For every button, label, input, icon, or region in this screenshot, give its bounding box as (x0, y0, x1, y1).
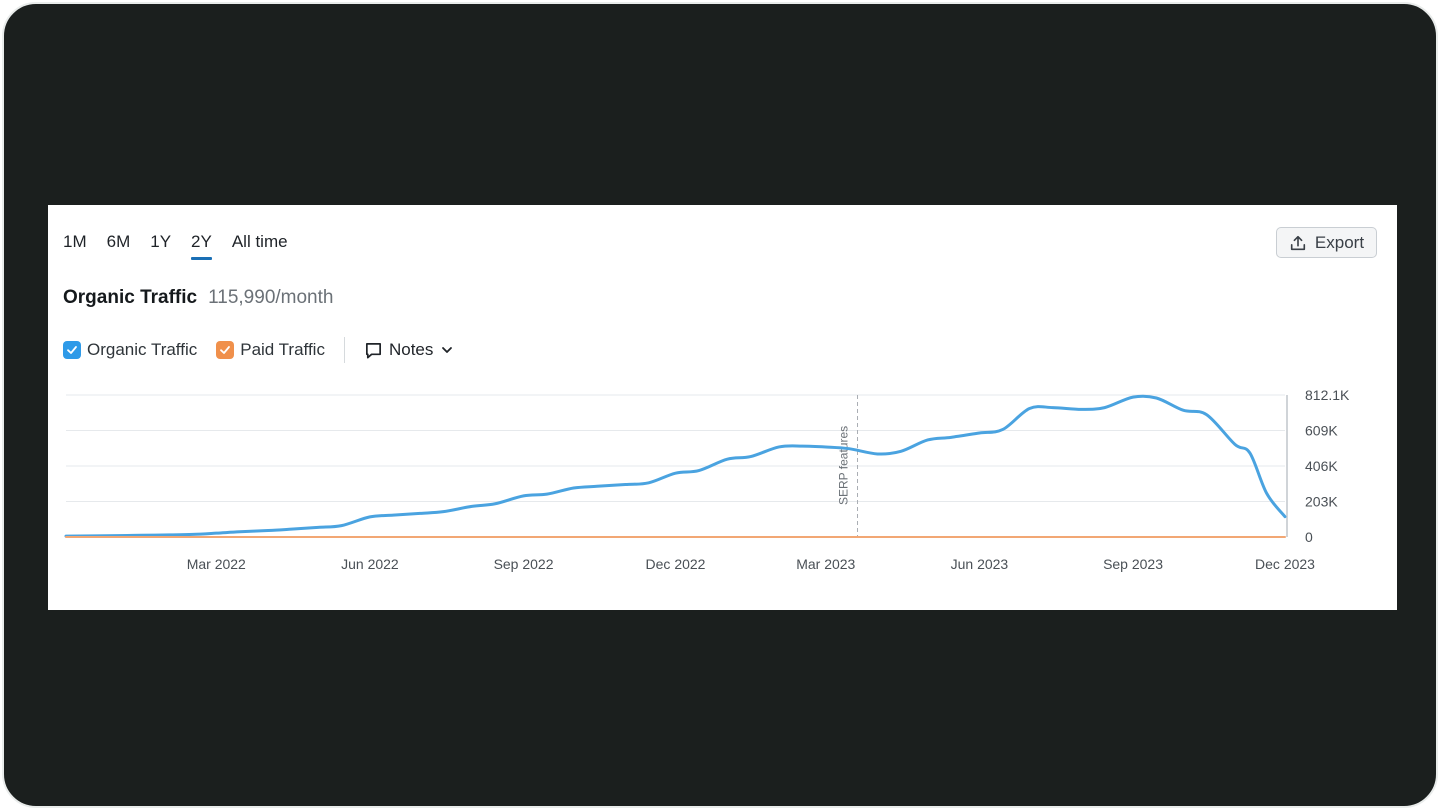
x-tick-label: Dec 2023 (1255, 556, 1315, 572)
x-tick-label: Dec 2022 (646, 556, 706, 572)
legend-divider (343, 337, 345, 363)
period-1y[interactable]: 1Y (150, 232, 172, 251)
y-tick-label: 609K (1305, 423, 1338, 439)
export-icon (1290, 235, 1306, 250)
chart-title: Organic Traffic (63, 287, 198, 308)
x-tick-label: Sep 2022 (494, 556, 554, 572)
x-tick-label: Mar 2022 (187, 556, 246, 572)
check-icon (67, 346, 77, 354)
y-tick-label: 203K (1305, 494, 1338, 510)
period-2y[interactable]: 2Y (191, 232, 212, 260)
notes-label: Notes (388, 340, 434, 359)
legend-organic-traffic[interactable]: Organic Traffic (63, 340, 197, 360)
notes-dropdown[interactable]: Notes (364, 340, 453, 360)
y-tick-label: 0 (1305, 529, 1313, 545)
comment-icon (365, 342, 381, 358)
chevron-down-icon (442, 347, 453, 353)
legend-label-organic: Organic Traffic (87, 340, 198, 359)
annotation-label: SERP features (837, 426, 851, 505)
x-tick-label: Mar 2023 (796, 556, 855, 572)
legend-paid-traffic[interactable]: Paid Traffic (216, 340, 325, 360)
legend: Organic Traffic Paid Traffic Notes (63, 337, 453, 363)
traffic-panel: 1M 6M 1Y 2Y All time Export Organic Traf… (48, 205, 1397, 610)
title-row: Organic Traffic 115,990/month (63, 287, 333, 309)
x-tick-label: Jun 2023 (951, 556, 1009, 572)
paid-checkbox[interactable] (216, 341, 235, 359)
organic-checkbox[interactable] (63, 341, 81, 359)
check-icon (220, 346, 231, 354)
organic-traffic-line (64, 394, 1287, 538)
y-tick-label: 406K (1305, 458, 1338, 474)
period-1m[interactable]: 1M (63, 232, 87, 251)
legend-label-paid: Paid Traffic (240, 340, 325, 359)
period-selector: 1M 6M 1Y 2Y All time (63, 232, 308, 260)
period-all-time[interactable]: All time (231, 232, 288, 251)
traffic-metric: 115,990/month (208, 287, 334, 308)
x-tick-label: Sep 2023 (1103, 556, 1163, 572)
x-tick-label: Jun 2022 (341, 556, 399, 572)
export-button[interactable]: Export (1276, 227, 1377, 258)
period-6m[interactable]: 6M (106, 232, 131, 251)
export-label: Export (1314, 232, 1365, 252)
y-tick-label: 812.1K (1305, 387, 1350, 403)
traffic-chart: 0 203K 406K 609K 812.1K Mar 2022 Jun 2022 Sep 2… (64, 387, 1350, 572)
